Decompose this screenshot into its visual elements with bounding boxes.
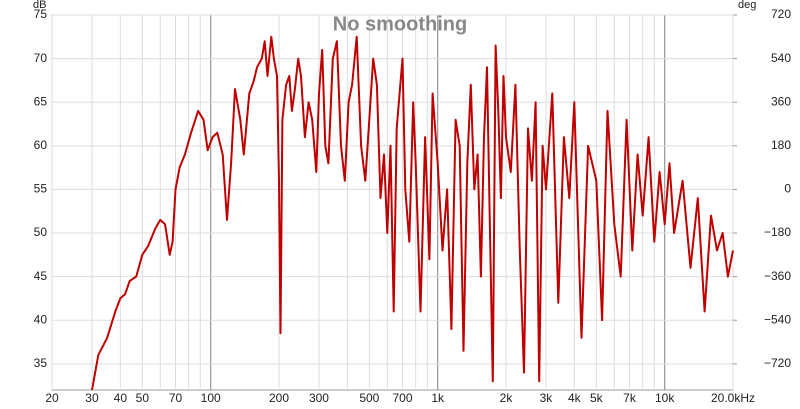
y-tick-label: 50: [34, 225, 48, 239]
x-tick-label: 20: [45, 391, 59, 405]
x-tick-label: 700: [392, 391, 412, 405]
y2-tick-label: −360: [764, 269, 791, 283]
x-tick-label: 500: [359, 391, 379, 405]
y-tick-label: 65: [34, 94, 48, 108]
response-line: [91, 35, 734, 391]
chart-title: No smoothing: [333, 13, 467, 35]
x-tick-label: 200: [269, 391, 289, 405]
x-tick-label: 4k: [568, 391, 582, 405]
y2-tick-label: −540: [764, 312, 791, 326]
x-tick-label: 1k: [431, 391, 445, 405]
y-axis-label: dB: [33, 0, 46, 11]
y-tick-label: 75: [34, 7, 48, 21]
y2-tick-label: −720: [764, 356, 791, 370]
x-tick-label: 5k: [590, 391, 604, 405]
x-tick-label: 70: [169, 391, 183, 405]
x-tick-label: 3k: [540, 391, 554, 405]
y2-tick-label: 360: [771, 94, 791, 108]
x-tick-label: 300: [309, 391, 329, 405]
y2-axis-label: deg: [738, 0, 756, 11]
x-tick-label: 2k: [500, 391, 514, 405]
y2-tick-label: 180: [771, 138, 791, 152]
y-tick-label: 60: [34, 138, 48, 152]
y2-tick-label: 720: [771, 7, 791, 21]
y-tick-label: 35: [34, 356, 48, 370]
y-tick-label: 70: [34, 51, 48, 65]
y2-tick-label: 540: [771, 51, 791, 65]
y-tick-label: 40: [34, 312, 48, 326]
y-tick-label: 55: [34, 182, 48, 196]
y-tick-label: 45: [34, 269, 48, 283]
x-tick-label: 20.0kHz: [711, 391, 755, 405]
x-tick-label: 40: [114, 391, 128, 405]
x-tick-label: 50: [136, 391, 150, 405]
x-tick-label: 7k: [623, 391, 637, 405]
y2-tick-label: 0: [784, 182, 791, 196]
y2-tick-label: −180: [764, 225, 791, 239]
x-tick-label: 30: [85, 391, 99, 405]
x-tick-label: 100: [201, 391, 221, 405]
x-tick-label: 10k: [655, 391, 675, 405]
